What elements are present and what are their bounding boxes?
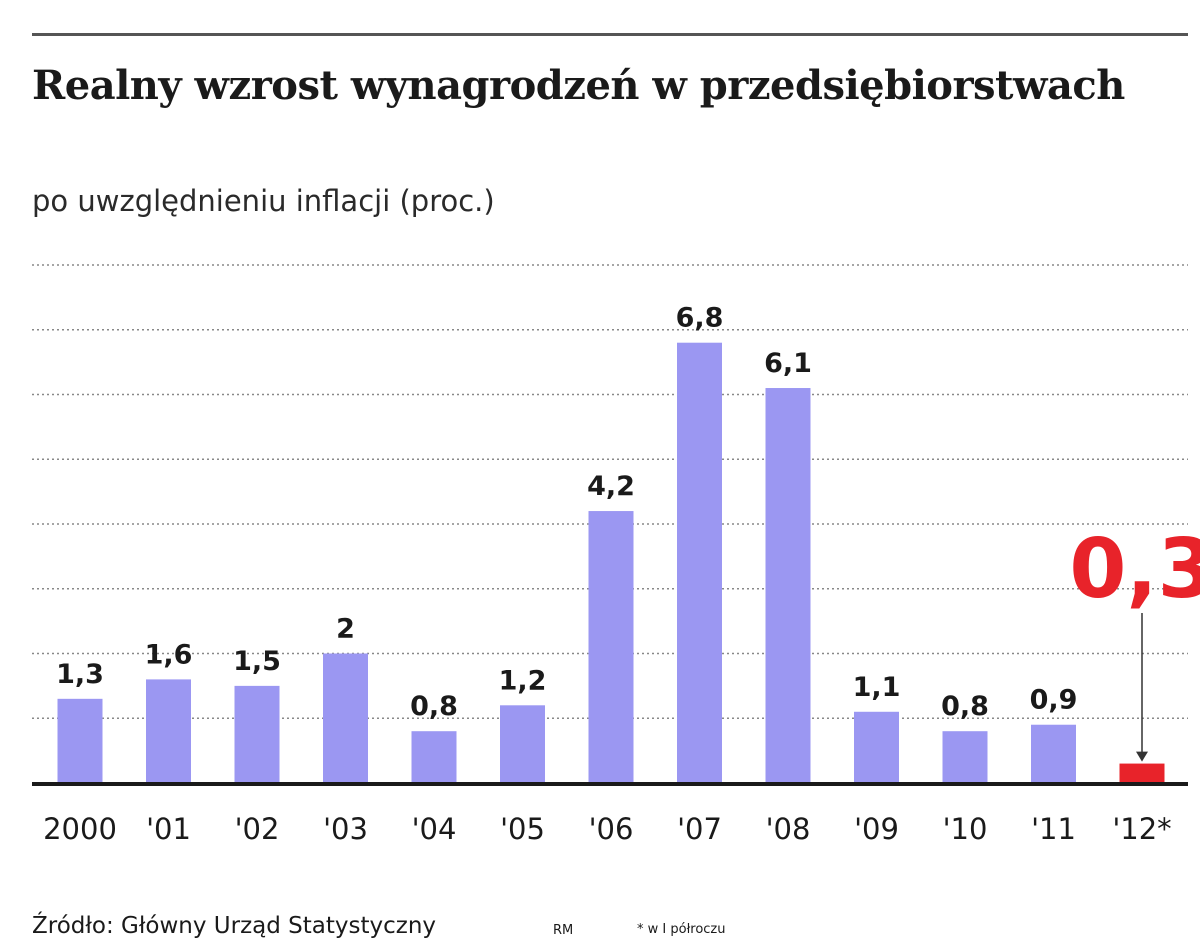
value-label: 2 bbox=[336, 614, 355, 645]
source-note: Źródło: Główny Urząd Statystyczny bbox=[32, 913, 437, 939]
value-label: 0,9 bbox=[1030, 685, 1078, 716]
value-label: 6,8 bbox=[676, 303, 724, 334]
value-label: 4,2 bbox=[587, 471, 635, 502]
top-rule bbox=[32, 33, 1188, 36]
x-tick-label: '01 bbox=[146, 812, 191, 846]
footnote: * w I półroczu bbox=[637, 922, 726, 937]
x-tick-label: '02 bbox=[235, 812, 280, 846]
bar bbox=[234, 685, 280, 783]
chart-title: Realny wzrost wynagrodzeń w przedsiębior… bbox=[32, 62, 1125, 109]
x-tick-label: '03 bbox=[323, 812, 368, 846]
bar bbox=[942, 731, 988, 783]
bar bbox=[146, 679, 191, 783]
x-tick-label: '08 bbox=[766, 812, 811, 846]
x-tick-label: '04 bbox=[412, 812, 457, 846]
x-tick-label: '07 bbox=[677, 812, 722, 846]
x-tick-label: '11 bbox=[1031, 812, 1076, 846]
x-tick-label: '05 bbox=[500, 812, 545, 846]
value-label: 0,8 bbox=[410, 691, 458, 722]
highlight-value-label: 0,3 bbox=[1069, 522, 1200, 617]
bar bbox=[1119, 763, 1165, 783]
value-label: 1,5 bbox=[233, 646, 281, 677]
bar bbox=[411, 731, 457, 783]
x-tick-label: '10 bbox=[943, 812, 988, 846]
x-tick-label: '12* bbox=[1112, 812, 1171, 846]
value-label: 1,3 bbox=[56, 659, 104, 690]
value-label: 1,1 bbox=[853, 672, 901, 703]
x-tick-label: 2000 bbox=[43, 812, 117, 846]
value-label: 1,2 bbox=[499, 665, 547, 696]
bar bbox=[677, 342, 722, 783]
callout-arrowhead bbox=[1136, 751, 1148, 762]
bar bbox=[57, 698, 103, 783]
bar bbox=[500, 705, 545, 783]
chart-subtitle: po uwzględnieniu inflacji (proc.) bbox=[32, 184, 495, 218]
author-initials: RM bbox=[553, 923, 574, 938]
value-label: 1,6 bbox=[145, 639, 193, 670]
x-tick-label: '09 bbox=[854, 812, 899, 846]
bar bbox=[588, 511, 634, 783]
x-tick-label: '06 bbox=[589, 812, 634, 846]
bar bbox=[854, 711, 899, 783]
bar bbox=[323, 653, 368, 783]
value-label: 6,1 bbox=[764, 348, 812, 379]
bar bbox=[765, 388, 811, 783]
bar bbox=[1031, 724, 1076, 783]
value-label: 0,8 bbox=[941, 691, 989, 722]
